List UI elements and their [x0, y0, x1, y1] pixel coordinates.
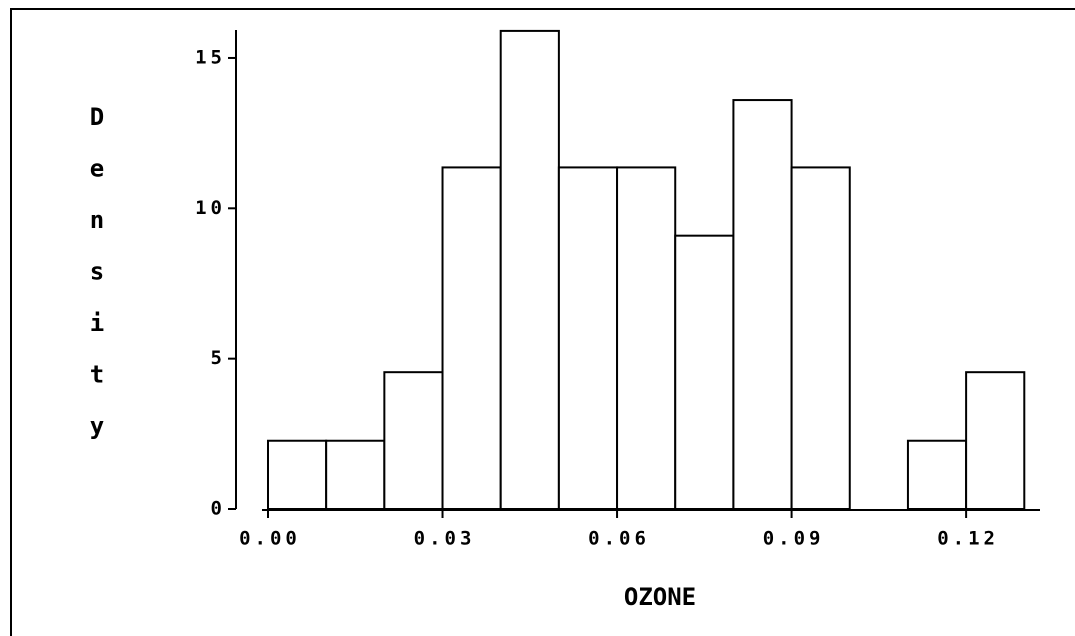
x-tick-label: 0.12	[937, 528, 999, 550]
y-tick-label: 5	[211, 347, 226, 369]
bar	[499, 29, 560, 511]
bar	[557, 166, 619, 511]
frame	[10, 8, 1075, 636]
y-tick-label: 15	[195, 46, 226, 68]
bar	[441, 166, 502, 511]
x-tick-label: 0.03	[414, 528, 476, 550]
bar	[325, 439, 386, 511]
y-tick-label: 10	[195, 197, 226, 219]
bar	[266, 439, 328, 511]
x-tick-label: 0.09	[763, 528, 825, 550]
x-tick-label: 0.06	[588, 528, 650, 550]
bar	[906, 439, 968, 511]
bar	[616, 166, 677, 511]
bar	[674, 234, 735, 511]
y-tick-label: 0	[211, 498, 226, 520]
x-axis-label: OZONE	[624, 583, 696, 611]
bar	[383, 371, 444, 511]
bar	[732, 99, 793, 511]
x-tick-label: 0.00	[239, 528, 301, 550]
bar	[965, 371, 1026, 511]
bar	[790, 166, 851, 511]
